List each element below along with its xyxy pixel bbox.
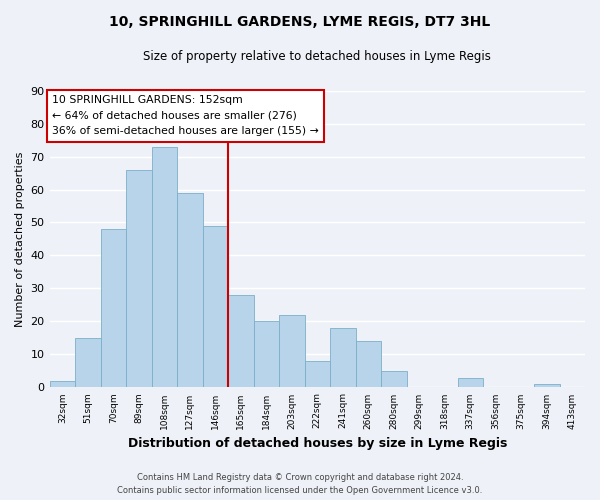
Text: Contains HM Land Registry data © Crown copyright and database right 2024.
Contai: Contains HM Land Registry data © Crown c… <box>118 473 482 495</box>
Text: 10 SPRINGHILL GARDENS: 152sqm
← 64% of detached houses are smaller (276)
36% of : 10 SPRINGHILL GARDENS: 152sqm ← 64% of d… <box>52 95 319 136</box>
Bar <box>279 315 305 388</box>
Bar <box>203 226 228 388</box>
Bar <box>101 229 126 388</box>
Bar <box>305 361 330 388</box>
Bar <box>152 146 177 388</box>
Bar <box>254 322 279 388</box>
Bar <box>381 371 407 388</box>
Bar <box>356 341 381 388</box>
Bar <box>75 338 101 388</box>
Bar <box>330 328 356 388</box>
Bar <box>228 295 254 388</box>
Bar <box>177 193 203 388</box>
Bar <box>458 378 483 388</box>
Text: 10, SPRINGHILL GARDENS, LYME REGIS, DT7 3HL: 10, SPRINGHILL GARDENS, LYME REGIS, DT7 … <box>109 15 491 29</box>
Y-axis label: Number of detached properties: Number of detached properties <box>15 152 25 326</box>
Bar <box>50 381 75 388</box>
Title: Size of property relative to detached houses in Lyme Regis: Size of property relative to detached ho… <box>143 50 491 63</box>
Bar <box>534 384 560 388</box>
X-axis label: Distribution of detached houses by size in Lyme Regis: Distribution of detached houses by size … <box>128 437 507 450</box>
Bar <box>126 170 152 388</box>
